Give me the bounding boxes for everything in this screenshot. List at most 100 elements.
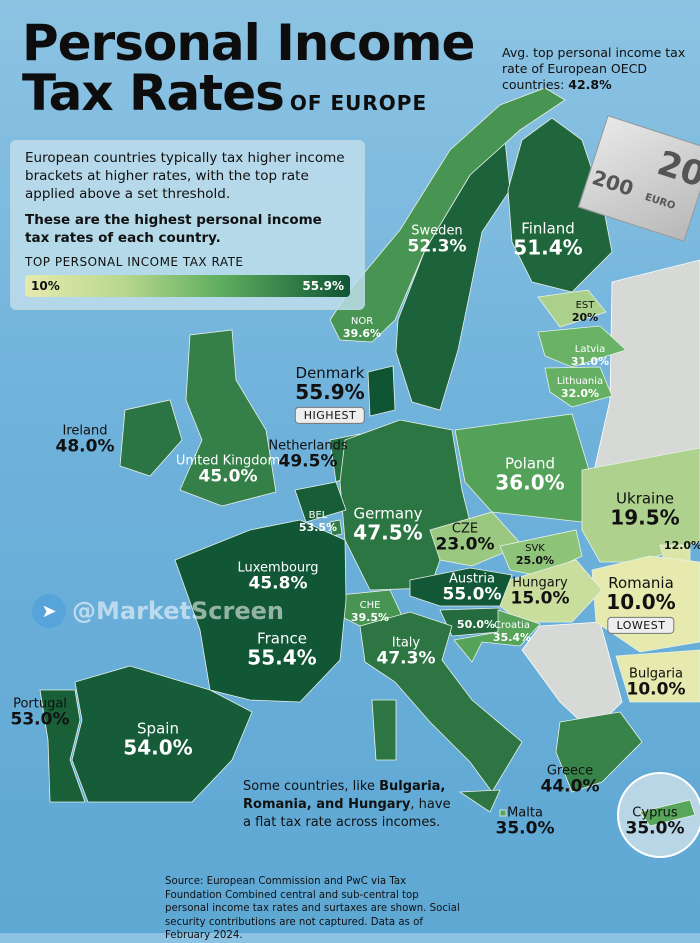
country-rate: 53.5% <box>298 520 338 534</box>
label-czechia: CZE 23.0% <box>436 522 495 553</box>
no-data-region <box>591 259 700 481</box>
label-hungary: Hungary 15.0% <box>511 576 570 607</box>
label-netherlands: Netherlands 49.5% <box>268 439 347 470</box>
label-cyprus: Cyprus 35.0% <box>626 806 685 837</box>
country-greece <box>555 711 643 793</box>
country-name: SVK <box>525 542 545 554</box>
country-rate: 10.0% <box>626 678 686 699</box>
info-paragraph: European countries typically tax higher … <box>25 150 345 202</box>
legend-gradient-bar: 10% 55.9% <box>25 275 350 297</box>
country-rate: 55.9% <box>295 379 365 404</box>
country-name: Sweden <box>411 223 463 239</box>
country-rate: 20% <box>571 310 599 324</box>
country-rate: 54.0% <box>123 735 193 760</box>
country-ireland <box>119 399 183 477</box>
country-rate: 51.4% <box>513 235 583 260</box>
country-name: Germany <box>353 504 423 523</box>
country-rate: 44.0% <box>540 775 600 796</box>
country-denmark <box>367 365 396 417</box>
legend-min: 10% <box>31 279 60 293</box>
label-switzerland: CHE 39.5% <box>351 600 389 623</box>
country-rate: 35.0% <box>625 817 685 838</box>
country-name: France <box>257 629 307 648</box>
country-name: Luxembourg <box>237 560 319 576</box>
source-note: Source: European Commission and PwC via … <box>165 876 460 941</box>
label-estonia: EST 20% <box>571 299 599 324</box>
country-name: BEL <box>308 509 328 521</box>
country-name: Portugal <box>13 696 67 712</box>
badge-lowest: LOWEST <box>607 616 675 635</box>
label-ukraine: Ukraine 19.5% <box>610 489 680 530</box>
country-rate: 12.0% <box>663 539 700 553</box>
badge-highest: HIGHEST <box>294 406 366 425</box>
label-malta: Malta 35.0% <box>496 806 555 837</box>
label-poland: Poland 36.0% <box>495 456 565 495</box>
country-rate: 15.0% <box>510 587 570 608</box>
info-box: European countries typically tax higher … <box>10 140 365 310</box>
label-sweden: Sweden 52.3% <box>408 224 467 255</box>
country-rate: 25.0% <box>515 553 555 567</box>
country-italy <box>371 699 397 761</box>
watermark: ➤ @MarketScreen <box>32 594 284 628</box>
label-bulgaria: Bulgaria 10.0% <box>627 667 686 698</box>
country-rate: 45.8% <box>248 572 308 593</box>
label-germany: Germany 47.5% <box>353 504 423 545</box>
country-rate: 47.5% <box>353 520 423 545</box>
country-spain <box>71 665 253 803</box>
country-lithuania <box>544 366 613 408</box>
country-name: Spain <box>137 719 179 738</box>
country-rate: 48.0% <box>55 435 115 456</box>
country-name: Croatia <box>494 619 530 631</box>
telegram-icon: ➤ <box>32 594 66 628</box>
country-name: EST <box>575 299 595 311</box>
country-name: Romania <box>608 573 674 592</box>
country-rate: 47.3% <box>376 647 436 668</box>
country-rate: 19.5% <box>610 505 680 530</box>
country-italy <box>458 789 501 813</box>
country-italy <box>359 611 523 793</box>
country-name: Lithuania <box>556 375 604 387</box>
country-name: Hungary <box>512 575 568 591</box>
country-rate: 10.0% <box>606 589 676 614</box>
label-greece: Greece 44.0% <box>541 764 600 795</box>
country-cyprus <box>639 799 696 827</box>
country-name: Latvia <box>574 343 606 355</box>
country-name: NOR <box>350 315 374 327</box>
country-rate: 50.0% <box>456 618 496 632</box>
country-name: Ukraine <box>616 489 674 508</box>
country-name: Finland <box>521 219 575 238</box>
label-finland: Finland 51.4% <box>513 219 583 260</box>
country-croatia <box>453 609 541 663</box>
country-rate: 31.0% <box>570 354 610 368</box>
legend-max: 55.9% <box>302 279 344 293</box>
country-rate: 52.3% <box>407 235 467 256</box>
label-austria: Austria 55.0% <box>443 572 502 603</box>
country-rate: 53.0% <box>10 708 70 729</box>
label-belgium: BEL 53.5% <box>298 509 338 534</box>
country-luxembourg <box>329 519 343 537</box>
country-rate: 35.4% <box>492 630 532 644</box>
label-portugal: Portugal 53.0% <box>11 697 70 728</box>
label-norway: NOR 39.6% <box>342 315 382 340</box>
page-title-line2: Tax Rates OF EUROPE <box>22 64 428 122</box>
country-rate: 55.4% <box>247 645 317 670</box>
country-rate: 32.0% <box>560 386 600 400</box>
country-name: Netherlands <box>268 438 348 454</box>
country-hungary <box>499 559 603 623</box>
page-title-line1: Personal Income <box>22 14 475 72</box>
country-rate: 39.6% <box>342 326 382 340</box>
country-uk <box>179 329 277 507</box>
country-rate: 49.5% <box>278 450 338 471</box>
flat-tax-note: Some countries, like Bulgaria, Romania, … <box>243 779 451 830</box>
country-estonia <box>537 289 607 328</box>
country-france <box>174 519 347 703</box>
country-name: Austria <box>449 571 495 587</box>
label-uk: United Kingdom 45.0% <box>176 454 280 485</box>
country-czechia <box>429 511 523 567</box>
country-rate: 35.0% <box>495 817 555 838</box>
country-name: Italy <box>391 635 421 651</box>
label-moldova: 12.0% <box>664 540 700 552</box>
country-portugal <box>39 689 86 803</box>
country-rate: 36.0% <box>495 470 565 495</box>
